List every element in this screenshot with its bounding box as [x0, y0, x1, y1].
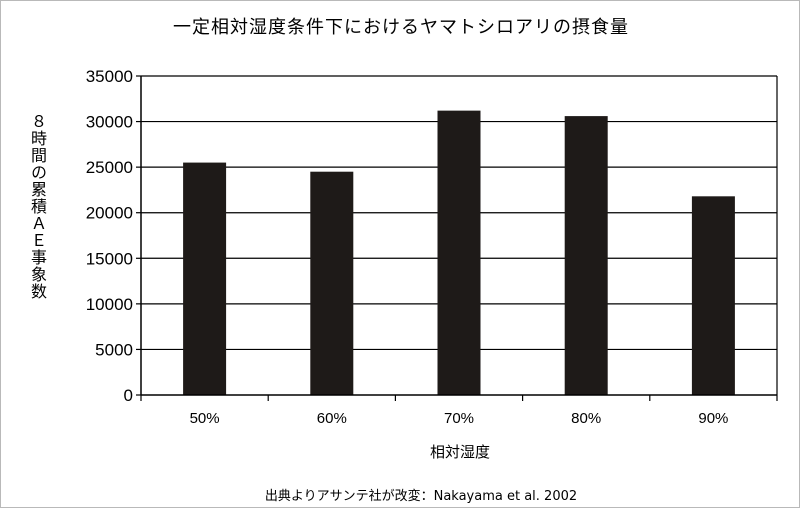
y-axis-label: ８時間の累積ＡＥ事象数 — [28, 113, 47, 300]
y-tick-label: 30000 — [86, 113, 133, 132]
chart-title: 一定相対湿度条件下におけるヤマトシロアリの摂食量 — [173, 17, 629, 38]
bar — [564, 116, 608, 396]
x-axis-label: 相対湿度 — [429, 443, 490, 461]
x-tick-label: 70% — [444, 410, 474, 427]
bar — [691, 196, 735, 395]
y-tick-label: 5000 — [95, 340, 133, 359]
y-tick-label: 20000 — [86, 204, 133, 223]
y-tick-label: 15000 — [86, 249, 133, 268]
source-note: 出典よりアサンテ社が改変：Nakayama et al. 2002 — [264, 489, 578, 504]
y-tick-label: 0 — [124, 386, 133, 405]
y-tick-label: 35000 — [86, 67, 133, 86]
x-tick-label: 90% — [698, 410, 728, 427]
bar — [183, 162, 227, 395]
x-tick-label: 50% — [190, 410, 220, 427]
bar — [437, 110, 481, 396]
x-tick-label: 80% — [571, 410, 601, 427]
y-tick-label: 25000 — [86, 158, 133, 177]
y-tick-label: 10000 — [86, 295, 133, 314]
bar — [310, 171, 354, 395]
x-tick-label: 60% — [317, 410, 347, 427]
